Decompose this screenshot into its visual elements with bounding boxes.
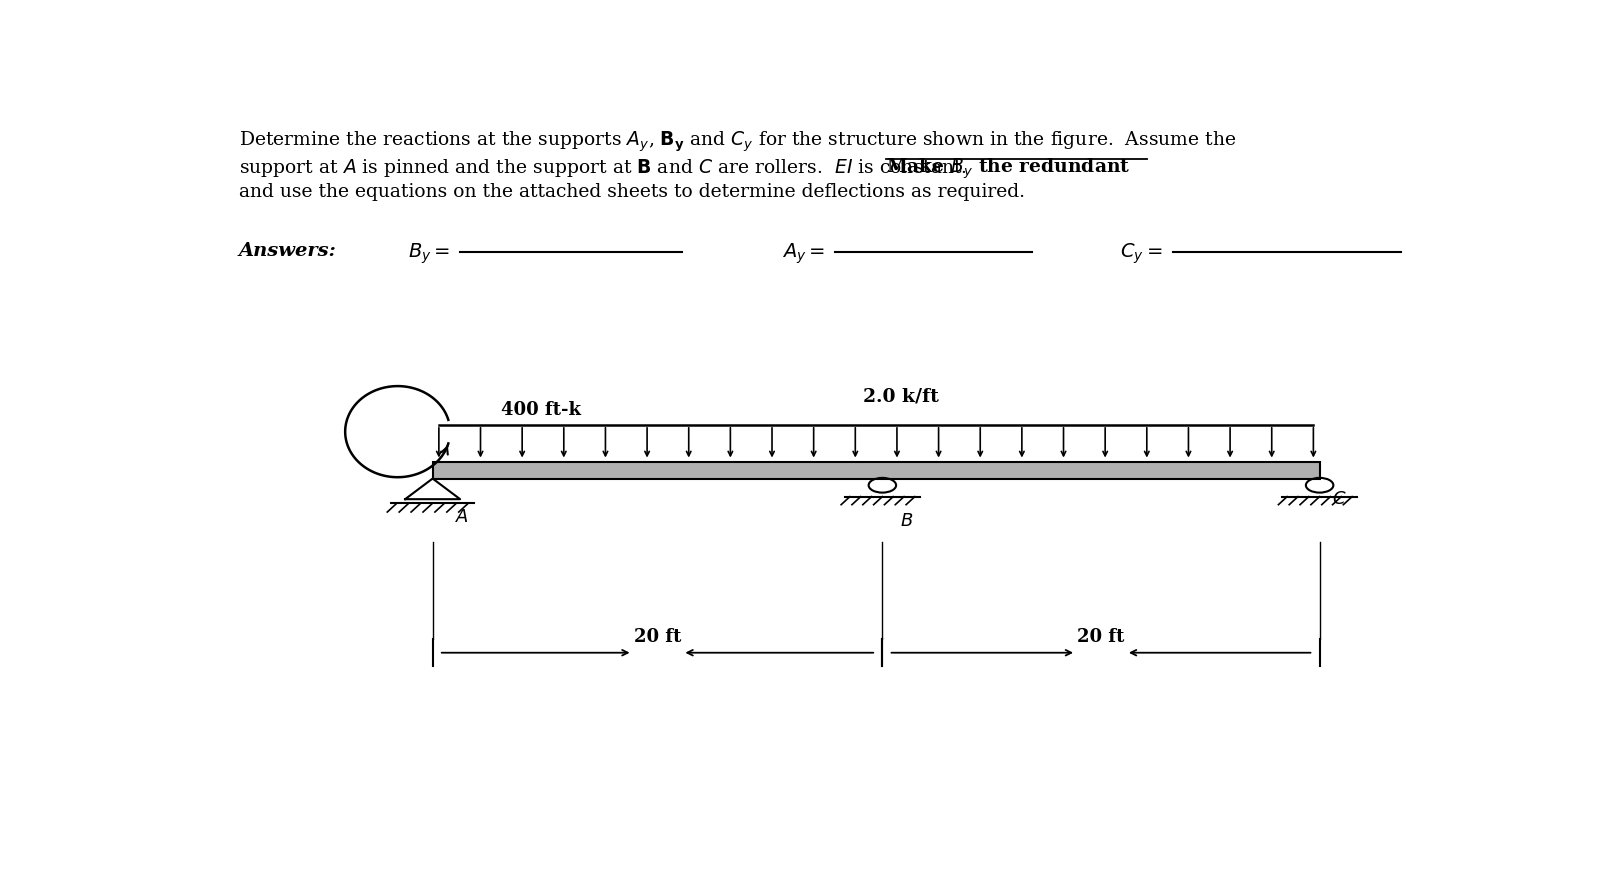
Text: Determine the reactions at the supports $A_y$, $\mathbf{B_y}$ and $C_y$ for the : Determine the reactions at the supports …	[239, 129, 1236, 154]
FancyBboxPatch shape	[432, 462, 1320, 479]
Text: 20 ft: 20 ft	[634, 627, 682, 645]
Text: $B$: $B$	[899, 511, 912, 529]
Text: 20 ft: 20 ft	[1077, 627, 1125, 645]
Text: and use the equations on the attached sheets to determine deflections as require: and use the equations on the attached sh…	[239, 183, 1025, 202]
Text: $C_y=$: $C_y=$	[1120, 242, 1162, 266]
Text: 2.0 k/ft: 2.0 k/ft	[862, 388, 940, 405]
Text: 400 ft-k: 400 ft-k	[501, 401, 582, 419]
Text: Make $B_y$ the redundant: Make $B_y$ the redundant	[887, 156, 1130, 181]
Text: Answers:: Answers:	[239, 242, 337, 260]
Text: support at $A$ is pinned and the support at $\mathbf{B}$ and $C$ are rollers.  $: support at $A$ is pinned and the support…	[239, 156, 975, 178]
Text: $A$: $A$	[455, 507, 469, 525]
Text: $A_y=$: $A_y=$	[782, 242, 825, 266]
Text: $B_y=$: $B_y=$	[408, 242, 450, 266]
Text: $C$: $C$	[1332, 489, 1346, 507]
